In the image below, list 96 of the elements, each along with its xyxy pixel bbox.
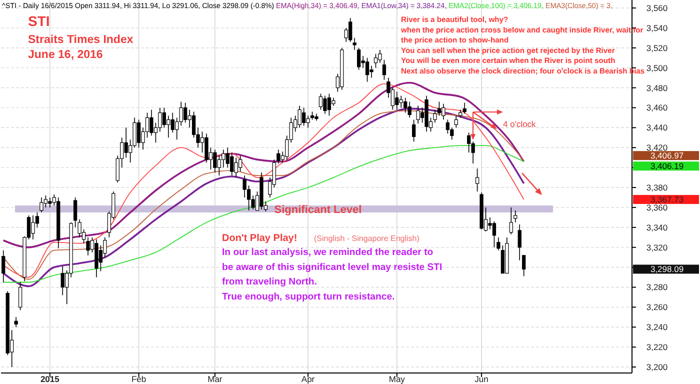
text: 3,298.09 xyxy=(650,264,684,274)
candlestick xyxy=(500,244,505,274)
candlestick xyxy=(352,38,356,50)
x-tick-label: Jun xyxy=(474,374,489,384)
candlestick xyxy=(298,105,302,128)
candlestick xyxy=(136,119,141,148)
y-tick-label: 3,540 xyxy=(646,22,668,33)
candlestick xyxy=(496,236,500,251)
candlestick xyxy=(365,57,370,82)
candlestick xyxy=(162,107,166,128)
candlestick xyxy=(31,215,35,240)
candlestick xyxy=(60,266,64,296)
candlestick xyxy=(73,197,78,228)
candlestick xyxy=(158,107,162,132)
candlestick xyxy=(378,49,382,64)
candlestick xyxy=(382,59,386,80)
candlestick xyxy=(78,219,82,238)
annotation: (Singlish - Singapore English) xyxy=(314,234,420,243)
candlestick xyxy=(318,93,323,110)
y-tick-label: 3,440 xyxy=(646,122,668,133)
candlestick xyxy=(518,224,522,261)
candlestick xyxy=(238,155,242,172)
candlestick xyxy=(166,115,170,138)
candlestick xyxy=(412,119,416,142)
annotation: June 16, 2016 xyxy=(28,49,103,61)
candlestick xyxy=(242,175,246,198)
candlestick xyxy=(522,254,526,277)
y-tick-label: 3,240 xyxy=(646,322,668,332)
candlestick xyxy=(467,132,471,153)
candlestick xyxy=(204,133,208,163)
text: 3,406.97 xyxy=(650,150,684,161)
candlestick xyxy=(374,53,378,68)
candlestick xyxy=(226,147,230,168)
y-tick-label: 3,460 xyxy=(646,102,668,113)
candlestick xyxy=(40,197,44,213)
candlestick xyxy=(150,109,154,136)
candlestick xyxy=(416,105,420,124)
y-tick-label: 3,200 xyxy=(646,362,668,372)
y-tick-label: 3,560 xyxy=(646,2,668,13)
candlestick xyxy=(395,91,399,110)
candlestick xyxy=(442,103,446,120)
candlestick xyxy=(509,207,513,235)
text: 3,367.73 xyxy=(650,194,684,204)
y-tick-label: 3,420 xyxy=(646,142,668,153)
candlestick xyxy=(306,115,310,128)
x-tick-label: May xyxy=(388,374,406,384)
x-tick-label: Mar xyxy=(208,374,222,384)
y-tick-label: 3,520 xyxy=(646,42,668,53)
candlestick xyxy=(462,102,466,114)
candlestick xyxy=(492,221,496,248)
y-tick-label: 3,340 xyxy=(646,222,668,232)
text: 3,406.19 xyxy=(650,161,684,172)
candlestick xyxy=(327,93,332,116)
y-tick-label: 3,320 xyxy=(646,242,668,252)
candlestick xyxy=(475,168,480,192)
candlestick xyxy=(86,236,90,256)
candlestick xyxy=(18,282,22,311)
x-tick-label: Feb xyxy=(131,374,146,384)
candlestick xyxy=(213,149,217,173)
candlestick xyxy=(48,197,52,208)
candlestick xyxy=(399,95,403,108)
candlestick xyxy=(170,112,174,134)
y-tick-label: 3,280 xyxy=(646,282,668,292)
candlestick xyxy=(14,316,18,328)
candlestick xyxy=(323,95,327,114)
candlestick xyxy=(454,115,458,128)
band-label: Significant Level xyxy=(274,204,362,216)
y-tick-label: 3,380 xyxy=(646,182,668,192)
y-tick-label: 3,500 xyxy=(646,62,668,73)
annotation: In our last analysis, we reminded the reader to be aware of this significant level may resiste STI from traveling North. True enough, support turn resistance. xyxy=(222,247,443,302)
candlestick xyxy=(408,101,412,118)
candlestick xyxy=(348,18,352,42)
candlestick xyxy=(302,107,306,126)
candlestick xyxy=(514,210,518,223)
x-tick-label: Apr xyxy=(301,374,315,384)
candlestick xyxy=(404,97,408,114)
candlestick xyxy=(2,250,6,283)
y-tick-label: 3,360 xyxy=(646,202,668,212)
candlestick xyxy=(222,149,226,168)
text: Straits Times Index xyxy=(28,34,134,46)
candlestick xyxy=(234,157,238,178)
annotation: 4 o'clock xyxy=(503,119,537,129)
candlestick xyxy=(276,149,280,164)
y-tick-label: 3,480 xyxy=(646,82,668,93)
candlestick xyxy=(437,101,442,116)
annotation: Don't Play Play! xyxy=(222,233,298,244)
candlestick xyxy=(124,127,128,158)
candlestick xyxy=(433,109,437,124)
y-tick-label: 3,260 xyxy=(646,302,668,312)
candlestick xyxy=(230,152,234,176)
text: STI xyxy=(28,13,50,29)
y-tick-label: 3,220 xyxy=(646,342,668,352)
x-tick-label: 2015 xyxy=(40,374,60,384)
candlestick xyxy=(356,47,361,70)
candlestick xyxy=(370,65,374,78)
candlestick xyxy=(44,195,48,208)
